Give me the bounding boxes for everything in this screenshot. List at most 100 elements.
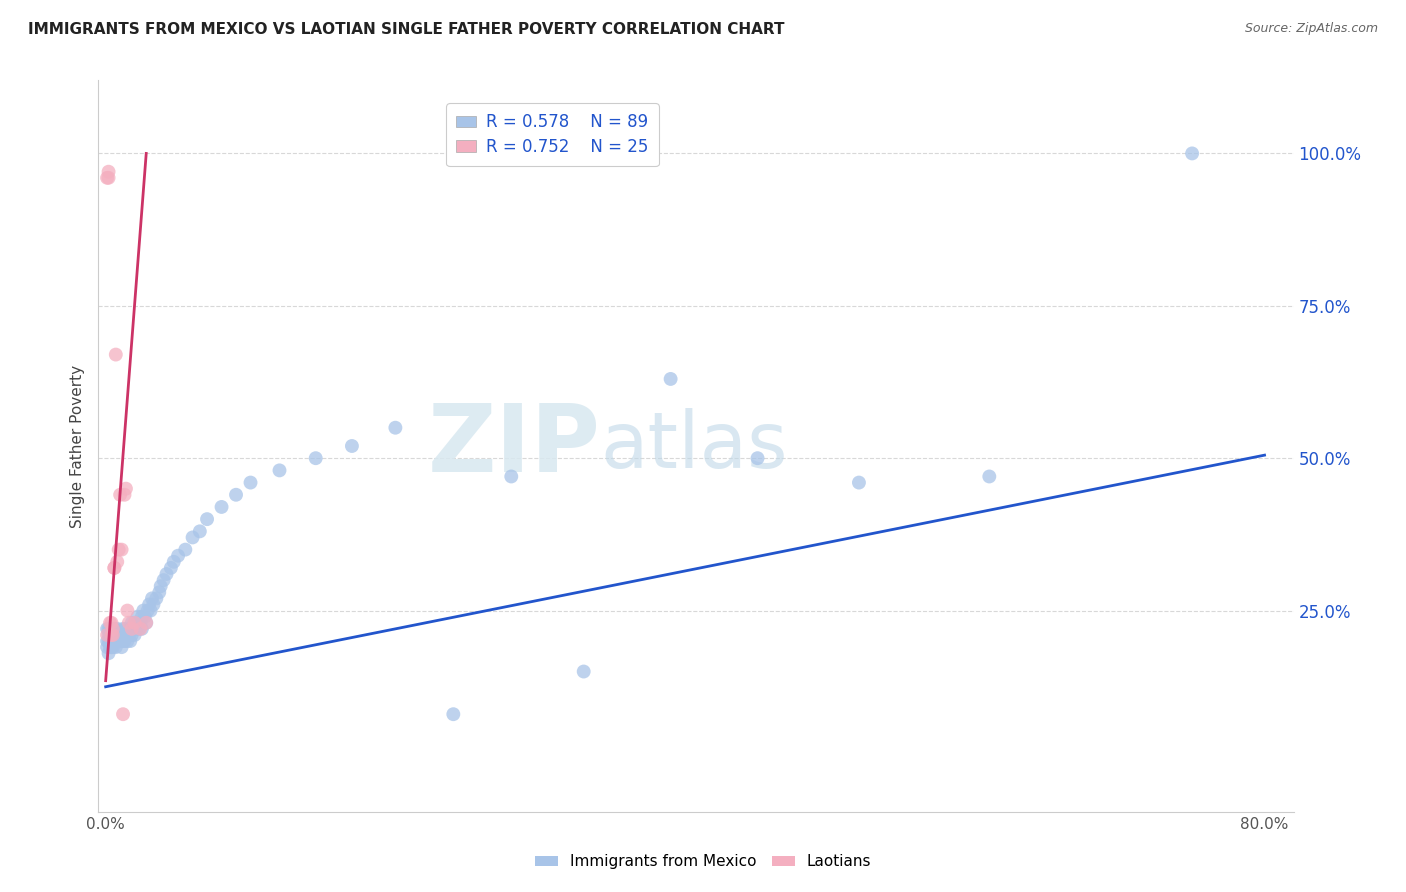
- Legend: Immigrants from Mexico, Laotians: Immigrants from Mexico, Laotians: [529, 848, 877, 875]
- Point: [96, 622, 118, 636]
- Point: [110, 640, 132, 655]
- Point: [103, 628, 125, 642]
- Point: [105, 622, 128, 636]
- Point: [115, 482, 138, 496]
- Point: [384, 421, 406, 435]
- Text: ZIP: ZIP: [427, 400, 600, 492]
- Point: [112, 707, 135, 722]
- Point: [114, 634, 136, 648]
- Point: [148, 585, 170, 599]
- Point: [174, 542, 197, 557]
- Point: [441, 707, 464, 722]
- Point: [96, 634, 118, 648]
- Point: [98, 640, 121, 655]
- Point: [127, 609, 149, 624]
- Point: [124, 615, 146, 630]
- Point: [103, 634, 125, 648]
- Point: [97, 634, 120, 648]
- Point: [125, 622, 148, 636]
- Point: [340, 439, 363, 453]
- Point: [979, 469, 1001, 483]
- Point: [122, 622, 145, 636]
- Point: [131, 609, 153, 624]
- Point: [152, 573, 174, 587]
- Point: [107, 628, 129, 642]
- Point: [131, 622, 153, 636]
- Point: [163, 555, 186, 569]
- Point: [97, 622, 120, 636]
- Point: [138, 598, 160, 612]
- Point: [98, 634, 121, 648]
- Point: [225, 488, 247, 502]
- Point: [239, 475, 262, 490]
- Point: [188, 524, 211, 539]
- Point: [139, 604, 162, 618]
- Point: [572, 665, 595, 679]
- Point: [101, 634, 124, 648]
- Text: atlas: atlas: [600, 408, 787, 484]
- Point: [110, 628, 132, 642]
- Point: [115, 622, 138, 636]
- Point: [98, 622, 121, 636]
- Point: [118, 628, 141, 642]
- Point: [120, 634, 142, 648]
- Point: [121, 622, 143, 636]
- Point: [121, 628, 143, 642]
- Point: [101, 622, 124, 636]
- Point: [181, 530, 204, 544]
- Point: [129, 615, 152, 630]
- Point: [135, 615, 157, 630]
- Point: [107, 634, 129, 648]
- Point: [97, 628, 120, 642]
- Point: [127, 615, 149, 630]
- Point: [167, 549, 190, 563]
- Point: [104, 348, 127, 362]
- Point: [107, 542, 129, 557]
- Point: [96, 640, 118, 655]
- Point: [136, 604, 159, 618]
- Point: [149, 579, 172, 593]
- Point: [114, 488, 136, 502]
- Point: [141, 591, 163, 606]
- Point: [117, 634, 139, 648]
- Point: [101, 628, 124, 642]
- Point: [101, 628, 124, 642]
- Point: [100, 634, 122, 648]
- Point: [848, 475, 870, 490]
- Point: [97, 165, 120, 179]
- Text: Source: ZipAtlas.com: Source: ZipAtlas.com: [1244, 22, 1378, 36]
- Point: [117, 604, 139, 618]
- Point: [145, 591, 167, 606]
- Point: [105, 555, 128, 569]
- Point: [100, 615, 122, 630]
- Point: [103, 622, 125, 636]
- Point: [108, 628, 131, 642]
- Point: [129, 622, 152, 636]
- Point: [195, 512, 218, 526]
- Point: [112, 634, 135, 648]
- Y-axis label: Single Father Poverty: Single Father Poverty: [69, 365, 84, 527]
- Point: [121, 615, 143, 630]
- Point: [105, 634, 128, 648]
- Point: [96, 170, 118, 185]
- Point: [98, 628, 121, 642]
- Point: [114, 628, 136, 642]
- Point: [124, 615, 146, 630]
- Point: [100, 628, 122, 642]
- Point: [100, 628, 122, 642]
- Point: [112, 622, 135, 636]
- Point: [96, 628, 118, 642]
- Point: [98, 615, 121, 630]
- Point: [747, 451, 769, 466]
- Point: [104, 634, 127, 648]
- Point: [108, 634, 131, 648]
- Point: [142, 598, 165, 612]
- Point: [124, 628, 146, 642]
- Point: [101, 640, 124, 655]
- Point: [1181, 146, 1204, 161]
- Point: [103, 561, 125, 575]
- Point: [118, 615, 141, 630]
- Point: [103, 561, 125, 575]
- Point: [117, 628, 139, 642]
- Point: [120, 622, 142, 636]
